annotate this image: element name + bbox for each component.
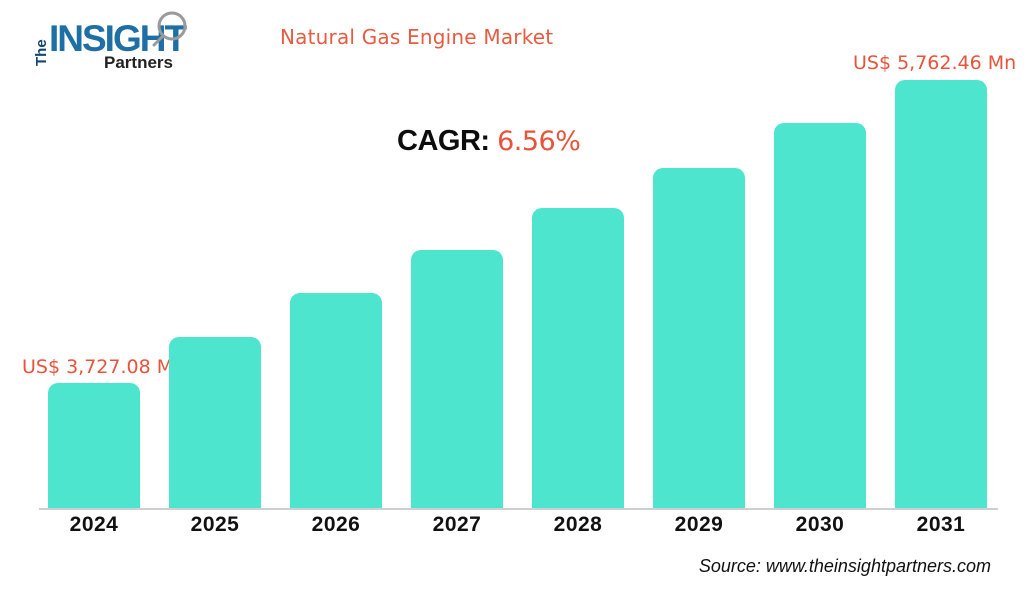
bar-2030 [774,123,866,508]
x-axis-labels-row: 2024 2025 2026 2027 2028 2029 2030 2031 [48,513,987,537]
bar-2024 [48,383,140,508]
logo-word-the: The [33,39,50,66]
x-axis-label-2026: 2026 [311,513,361,536]
bar-2025 [169,337,261,508]
bar-2026 [290,293,382,508]
x-axis-label-2031: 2031 [916,513,966,536]
first-bar-value-label: US$ 3,727.08 Mn [22,356,186,378]
bar-2028 [532,208,624,508]
cagr-value: 6.56% [497,126,581,157]
x-axis-label-2025: 2025 [190,513,240,536]
x-axis-line [39,508,998,510]
x-axis-label-2024: 2024 [69,513,119,536]
bar-2027 [411,250,503,508]
insight-partners-logo: The INSIGHT Partners [16,4,201,74]
cagr-annotation: CAGR: 6.56% [397,125,581,158]
x-axis-label-2029: 2029 [674,513,724,536]
bar-2029 [653,168,745,508]
source-text: Source: www.theinsightpartners.com [698,556,991,576]
bar-2031 [895,80,987,508]
bars-row [48,80,987,508]
x-axis-label-2030: 2030 [795,513,845,536]
last-bar-value-label: US$ 5,762.46 Mn [853,52,1017,74]
x-axis-label-2027: 2027 [432,513,482,536]
x-axis-label-2028: 2028 [553,513,603,536]
cagr-label: CAGR: [397,125,490,157]
logo-graphic: The INSIGHT Partners [33,11,189,72]
magnifier-icon [152,11,187,47]
logo-word-partners: Partners [104,53,173,72]
chart-title: Natural Gas Engine Market [280,25,554,49]
